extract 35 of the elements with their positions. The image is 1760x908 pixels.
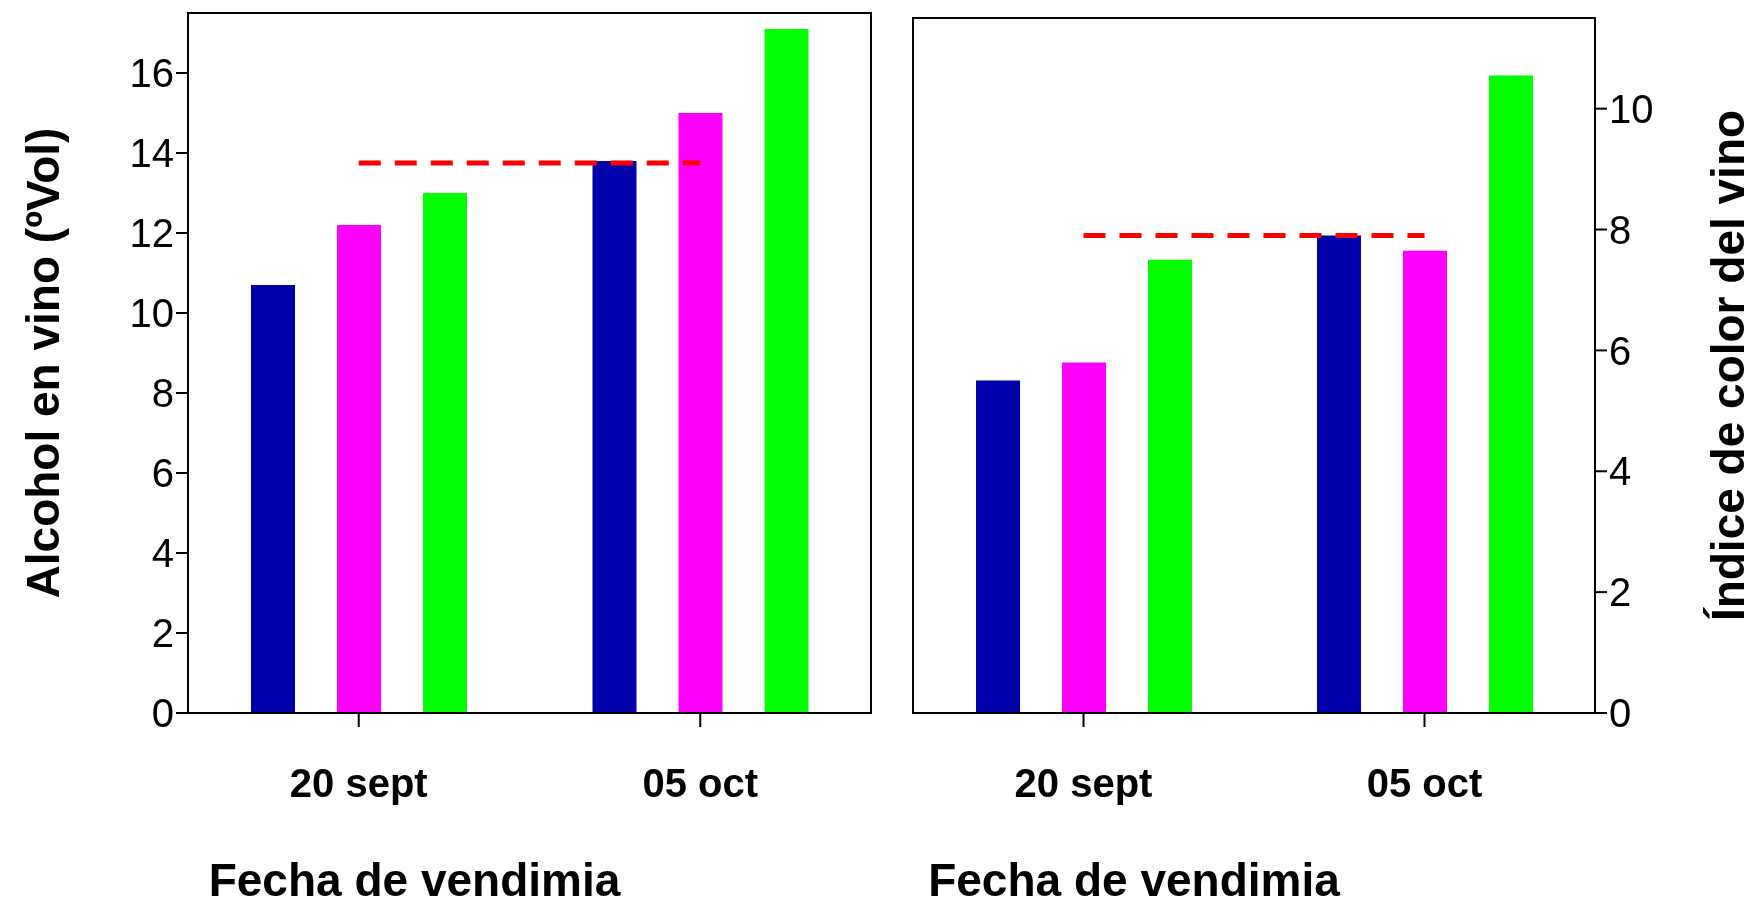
bar <box>1148 259 1192 713</box>
bar <box>592 161 637 713</box>
y-axis-title: Alcohol en vino (ºVol) <box>17 127 70 599</box>
y2-tick-label: 2 <box>1609 570 1632 615</box>
x-axis-title: Fecha de vendimia <box>208 854 621 906</box>
bar <box>1489 75 1533 713</box>
bar <box>1317 235 1361 713</box>
y2-tick-label: 0 <box>1609 691 1632 736</box>
bar <box>423 193 467 713</box>
x-axis-title: Fecha de vendimia <box>928 854 1341 906</box>
y-tick-label: 14 <box>129 131 174 176</box>
bar <box>764 29 809 713</box>
y-tick-label: 0 <box>151 691 174 736</box>
y-tick-label: 2 <box>151 611 174 656</box>
bar <box>678 113 723 713</box>
x-tick-label: 20 sept <box>289 761 428 806</box>
bar <box>1062 362 1106 713</box>
y-tick-label: 8 <box>151 371 174 416</box>
y2-tick-label: 8 <box>1609 207 1632 252</box>
bar <box>976 380 1020 713</box>
y-tick-label: 6 <box>151 451 174 496</box>
bar <box>1403 250 1447 713</box>
x-tick-label: 20 sept <box>1014 761 1153 806</box>
y2-tick-label: 6 <box>1609 328 1632 373</box>
y-tick-label: 4 <box>151 531 174 576</box>
x-tick-label: 05 oct <box>1366 761 1483 806</box>
x-tick-label: 05 oct <box>642 761 759 806</box>
bar <box>251 285 295 713</box>
y-tick-label: 12 <box>129 211 174 256</box>
y2-tick-label: 4 <box>1609 449 1632 494</box>
y2-axis-title: Índice de color del vino <box>1702 109 1755 622</box>
y2-tick-label: 10 <box>1609 86 1654 131</box>
y-tick-label: 16 <box>129 51 174 96</box>
bar <box>337 225 381 713</box>
y-tick-label: 10 <box>129 291 174 336</box>
